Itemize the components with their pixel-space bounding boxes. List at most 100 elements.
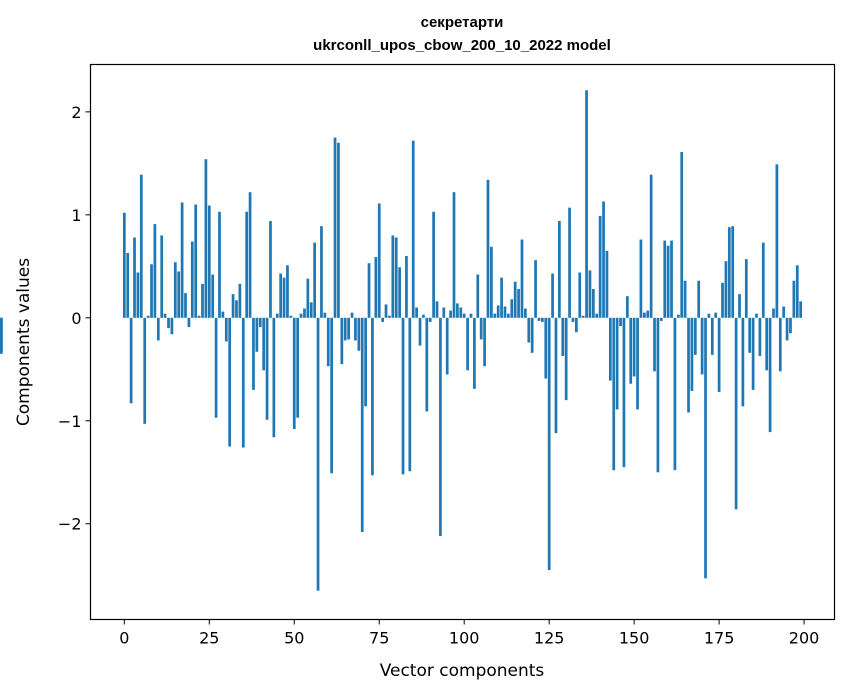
bar-73 (371, 317, 374, 476)
bar-181 (738, 294, 741, 318)
bar-15 (173, 262, 177, 318)
x-tick-label: 0 (119, 629, 129, 648)
bar-70 (360, 317, 364, 532)
bar-65 (343, 317, 347, 341)
bar-162 (673, 317, 677, 471)
bar-36 (245, 211, 249, 318)
bar-192 (775, 164, 779, 318)
bar-99 (459, 307, 463, 318)
bar-167 (690, 317, 694, 391)
bar-107 (486, 179, 490, 318)
bar-153 (642, 312, 646, 318)
bar-128 (558, 221, 561, 318)
bar-174 (714, 312, 718, 318)
bar-32 (231, 294, 235, 318)
bar-69 (357, 317, 361, 351)
bar-89 (425, 317, 429, 412)
bar-37 (248, 192, 252, 318)
bar-47 (282, 277, 286, 318)
bar-53 (303, 308, 306, 318)
bar-52 (299, 313, 303, 318)
bar-157 (656, 317, 660, 473)
bar-154 (646, 310, 650, 318)
bar-7 (146, 315, 150, 318)
bar-112 (503, 306, 507, 318)
bar-2 (129, 317, 133, 404)
bar-136 (585, 90, 588, 318)
x-tick-label: 200 (789, 629, 820, 648)
bar-58 (320, 226, 323, 318)
bar-132 (571, 317, 575, 322)
bar-195 (785, 317, 789, 341)
bar-170 (700, 317, 704, 375)
bar-9 (153, 224, 157, 318)
bar-123 (541, 317, 544, 322)
bar-27 (214, 317, 218, 418)
bar-146 (619, 317, 622, 327)
bar-72 (367, 263, 371, 318)
bar-49 (289, 315, 293, 318)
bar-121 (534, 260, 537, 318)
bar-125 (547, 317, 551, 571)
bar-191 (772, 308, 775, 318)
bar-183 (744, 259, 748, 318)
y-tick-label: 2 (71, 103, 81, 122)
plot-area-frame (89, 63, 836, 621)
bar-119 (527, 317, 531, 343)
bar-23 (201, 283, 204, 318)
bar-93 (439, 317, 442, 537)
x-tick-label: 25 (199, 629, 219, 648)
bar-94 (442, 307, 446, 318)
bar-91 (432, 211, 435, 318)
bar-86 (415, 307, 418, 318)
bar-188 (761, 242, 765, 318)
bar-63 (337, 142, 340, 318)
bar-179 (731, 226, 735, 318)
bar-161 (670, 240, 673, 318)
bar-57 (316, 317, 320, 591)
bar-164 (680, 152, 684, 318)
bar-118 (524, 308, 527, 318)
bar-67 (350, 312, 354, 318)
bar-34 (238, 283, 242, 318)
bar-198 (795, 265, 799, 318)
bar-105 (479, 317, 483, 340)
bar-185 (751, 317, 755, 390)
bar-31 (228, 317, 232, 447)
bar-16 (177, 271, 181, 318)
y-tick-label: −2 (58, 515, 82, 534)
bar-166 (687, 317, 690, 413)
bar-71 (364, 317, 367, 407)
bar-77 (384, 304, 388, 318)
bar-158 (659, 317, 663, 321)
bar-21 (194, 204, 198, 318)
bar-138 (591, 288, 595, 318)
bar-114 (510, 299, 514, 318)
bar-44 (272, 317, 276, 438)
bar-3 (133, 237, 136, 318)
bar-141 (602, 201, 605, 318)
bar-148 (625, 296, 629, 318)
bar-147 (622, 317, 626, 468)
bar-180 (734, 317, 738, 510)
bar-20 (190, 241, 194, 318)
chart-title-line2: ukrconll_upos_cbow_200_10_2022 model (313, 37, 611, 54)
bar-103 (473, 317, 476, 389)
bar-182 (741, 317, 745, 407)
bar-178 (727, 227, 731, 318)
bar-104 (476, 274, 480, 318)
bar-129 (561, 317, 565, 356)
bar-172 (707, 313, 711, 318)
bar-92 (435, 301, 439, 318)
bar-145 (615, 317, 619, 410)
bar-85 (411, 140, 415, 318)
bar-25 (207, 205, 211, 318)
bar-108 (490, 246, 493, 318)
x-tick-label: 50 (284, 629, 304, 648)
bar-169 (697, 280, 701, 318)
bar-171 (704, 317, 707, 579)
bar-165 (683, 280, 687, 318)
bar-38 (252, 317, 255, 390)
bar-130 (564, 317, 568, 401)
